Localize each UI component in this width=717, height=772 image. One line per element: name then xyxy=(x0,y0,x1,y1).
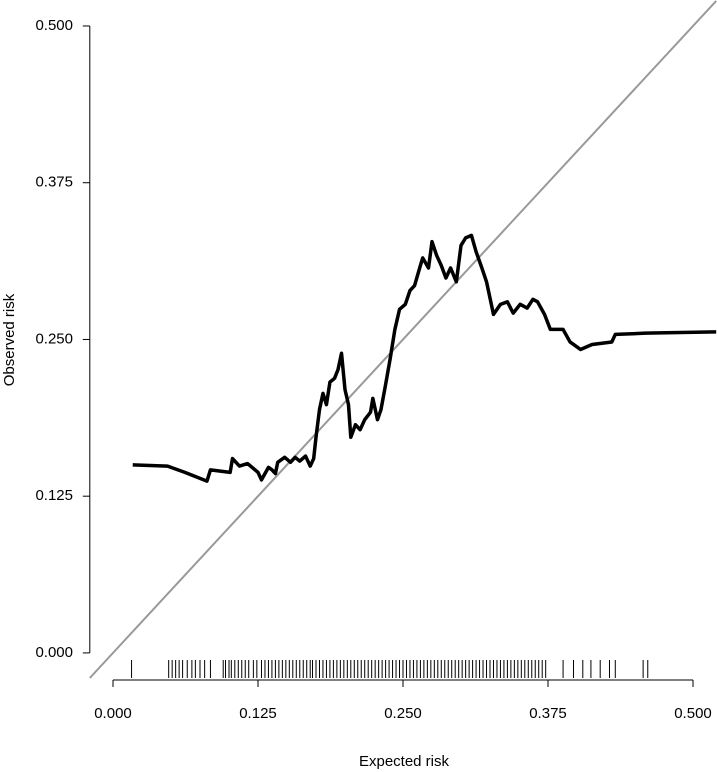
y-axis-title: Observed risk xyxy=(1,293,18,386)
calibration-line xyxy=(132,233,717,483)
y-tick-label: 0.250 xyxy=(35,330,73,347)
x-tick-label: 0.125 xyxy=(239,705,277,722)
y-tick-label: 0.125 xyxy=(35,487,73,504)
y-tick-label: 0.000 xyxy=(35,644,73,661)
x-tick-label: 0.000 xyxy=(94,705,132,722)
y-tick-label: 0.500 xyxy=(35,17,73,34)
x-tick-label: 0.250 xyxy=(384,705,422,722)
x-tick-label: 0.500 xyxy=(674,705,712,722)
reference-diagonal xyxy=(89,0,717,679)
x-tick-label: 0.375 xyxy=(529,705,567,722)
y-tick-label: 0.375 xyxy=(35,174,73,191)
x-axis-title: Expected risk xyxy=(359,753,450,770)
